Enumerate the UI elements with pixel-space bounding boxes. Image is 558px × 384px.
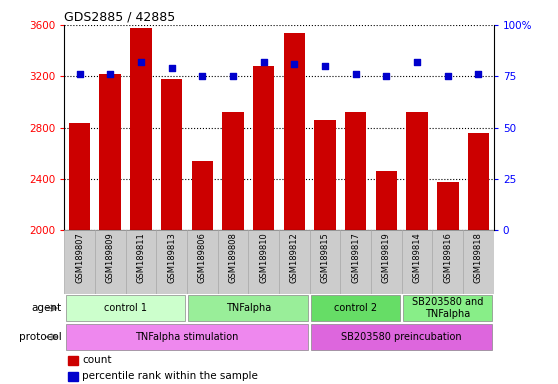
Text: agent: agent xyxy=(31,303,61,313)
Text: GSM189807: GSM189807 xyxy=(75,232,84,283)
Point xyxy=(198,73,206,79)
Text: SB203580 and
TNFalpha: SB203580 and TNFalpha xyxy=(412,297,483,319)
Bar xyxy=(69,122,90,384)
Bar xyxy=(311,324,492,350)
Bar xyxy=(69,372,78,381)
Bar xyxy=(406,112,428,384)
Bar xyxy=(218,230,248,294)
Bar xyxy=(187,230,218,294)
Text: GSM189819: GSM189819 xyxy=(382,232,391,283)
Text: GSM189817: GSM189817 xyxy=(351,232,360,283)
Bar xyxy=(156,230,187,294)
Bar xyxy=(248,230,279,294)
Point xyxy=(412,59,421,65)
Point xyxy=(228,73,237,79)
Text: SB203580 preincubation: SB203580 preincubation xyxy=(341,332,462,342)
Point xyxy=(320,63,329,69)
Text: GSM189815: GSM189815 xyxy=(320,232,330,283)
Text: TNFalpha stimulation: TNFalpha stimulation xyxy=(135,332,239,342)
Bar xyxy=(64,230,95,294)
Text: control 1: control 1 xyxy=(104,303,147,313)
Bar xyxy=(402,230,432,294)
Point xyxy=(474,71,483,77)
Bar xyxy=(437,182,459,384)
Bar xyxy=(66,324,308,350)
Text: TNFalpha: TNFalpha xyxy=(225,303,271,313)
Bar xyxy=(279,230,310,294)
Point xyxy=(382,73,391,79)
Text: GDS2885 / 42885: GDS2885 / 42885 xyxy=(64,11,175,24)
Bar xyxy=(99,74,121,384)
Point xyxy=(259,59,268,65)
Text: GSM189813: GSM189813 xyxy=(167,232,176,283)
Point xyxy=(443,73,452,79)
Point xyxy=(75,71,84,77)
Point xyxy=(290,61,299,67)
Text: GSM189812: GSM189812 xyxy=(290,232,299,283)
Bar xyxy=(371,230,402,294)
Text: GSM189808: GSM189808 xyxy=(228,232,238,283)
Bar xyxy=(253,66,275,384)
Text: GSM189818: GSM189818 xyxy=(474,232,483,283)
Bar xyxy=(311,295,400,321)
Text: GSM189814: GSM189814 xyxy=(412,232,422,283)
Text: protocol: protocol xyxy=(18,332,61,342)
Bar xyxy=(463,230,494,294)
Bar xyxy=(340,230,371,294)
Point xyxy=(167,65,176,71)
Bar xyxy=(432,230,463,294)
Bar xyxy=(161,79,182,384)
Bar xyxy=(283,33,305,384)
Point xyxy=(105,71,115,77)
Bar xyxy=(191,161,213,384)
Bar xyxy=(376,171,397,384)
Text: GSM189809: GSM189809 xyxy=(105,232,115,283)
Bar xyxy=(222,112,244,384)
Text: percentile rank within the sample: percentile rank within the sample xyxy=(82,371,258,381)
Point xyxy=(136,59,145,65)
Bar xyxy=(66,295,185,321)
Text: GSM189816: GSM189816 xyxy=(443,232,453,283)
Point xyxy=(351,71,360,77)
Bar xyxy=(95,230,126,294)
Bar xyxy=(189,295,308,321)
Bar xyxy=(130,28,152,384)
Bar xyxy=(468,133,489,384)
Text: GSM189810: GSM189810 xyxy=(259,232,268,283)
Text: control 2: control 2 xyxy=(334,303,377,313)
Text: GSM189806: GSM189806 xyxy=(198,232,207,283)
Text: GSM189811: GSM189811 xyxy=(136,232,146,283)
Bar xyxy=(403,295,492,321)
Bar xyxy=(69,356,78,365)
Bar xyxy=(310,230,340,294)
Text: count: count xyxy=(82,356,112,366)
Bar xyxy=(126,230,156,294)
Bar xyxy=(314,120,336,384)
Bar xyxy=(345,112,367,384)
